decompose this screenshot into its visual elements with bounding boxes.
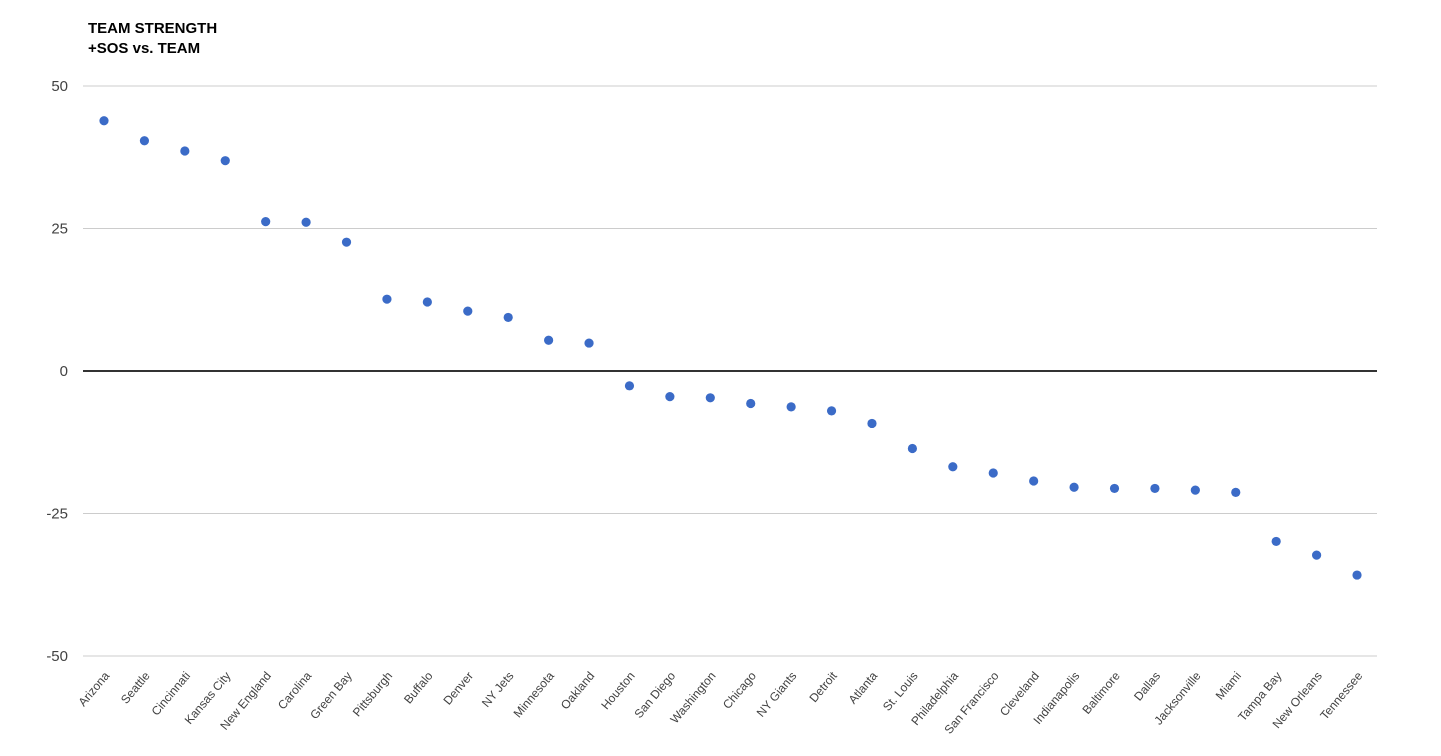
y-tick-label: 25 bbox=[51, 221, 68, 238]
x-axis-team-label: Miami bbox=[1213, 669, 1244, 703]
x-axis-team-label: NY Jets bbox=[479, 669, 517, 710]
data-point[interactable] bbox=[1352, 570, 1362, 580]
x-axis-team-label: Oakland bbox=[558, 669, 597, 712]
data-point[interactable] bbox=[705, 393, 715, 403]
x-axis-team-label: St. Louis bbox=[880, 669, 921, 714]
data-point[interactable] bbox=[341, 237, 352, 247]
data-point[interactable] bbox=[907, 443, 918, 454]
data-point[interactable] bbox=[99, 116, 109, 126]
y-tick-label: -50 bbox=[46, 648, 68, 665]
y-tick-label: 50 bbox=[51, 78, 68, 95]
y-tick-label: 0 bbox=[60, 363, 68, 380]
x-axis-team-label: Detroit bbox=[806, 668, 840, 705]
x-axis-team-label: Buffalo bbox=[401, 669, 436, 707]
data-point[interactable] bbox=[422, 297, 432, 307]
data-point[interactable] bbox=[867, 418, 877, 429]
data-point[interactable] bbox=[1190, 485, 1200, 495]
data-point[interactable] bbox=[301, 217, 311, 227]
data-point[interactable] bbox=[1029, 476, 1039, 486]
data-point[interactable] bbox=[624, 381, 635, 391]
data-point[interactable] bbox=[139, 136, 150, 146]
data-point[interactable] bbox=[180, 146, 190, 156]
x-axis-team-label: Minnesota bbox=[511, 669, 558, 721]
x-axis-team-label: Houston bbox=[598, 669, 637, 712]
x-axis-team-label: NY Giants bbox=[754, 669, 800, 720]
data-point[interactable] bbox=[948, 462, 958, 472]
data-point[interactable] bbox=[1271, 536, 1281, 547]
data-point[interactable] bbox=[1069, 482, 1079, 492]
data-point[interactable] bbox=[503, 312, 513, 323]
x-axis-team-label: Pittsburgh bbox=[350, 669, 395, 719]
data-point[interactable] bbox=[1109, 483, 1120, 494]
data-point[interactable] bbox=[988, 468, 998, 478]
data-point[interactable] bbox=[786, 402, 796, 412]
x-axis-team-label: Atlanta bbox=[846, 669, 881, 707]
data-point[interactable] bbox=[1150, 483, 1160, 494]
data-point[interactable] bbox=[382, 294, 392, 304]
data-point[interactable] bbox=[1312, 550, 1322, 560]
data-point[interactable] bbox=[665, 392, 675, 402]
chart-title-line1: TEAM STRENGTH bbox=[88, 20, 218, 37]
y-tick-label: -25 bbox=[46, 506, 68, 523]
x-axis-team-label: Chicago bbox=[720, 669, 759, 712]
data-point[interactable] bbox=[463, 306, 473, 316]
x-axis-team-label: Carolina bbox=[275, 669, 315, 712]
data-point[interactable] bbox=[261, 217, 271, 227]
x-axis-team-label: Baltimore bbox=[1079, 669, 1123, 717]
data-point[interactable] bbox=[584, 338, 594, 348]
data-point[interactable] bbox=[1231, 487, 1241, 498]
x-axis-team-label: Dallas bbox=[1131, 669, 1163, 704]
data-point[interactable] bbox=[826, 406, 837, 416]
chart-title: TEAM STRENGTH +SOS vs. TEAM bbox=[88, 19, 217, 59]
data-point[interactable] bbox=[220, 156, 230, 166]
x-axis-team-label: Seattle bbox=[118, 669, 153, 707]
chart-title-line2: +SOS vs. TEAM bbox=[88, 40, 201, 57]
x-axis-team-label: Denver bbox=[440, 669, 476, 708]
data-point[interactable] bbox=[544, 335, 554, 345]
data-point[interactable] bbox=[746, 398, 756, 409]
x-axis-team-label: Arizona bbox=[75, 669, 112, 709]
x-axis-team-label: Tennessee bbox=[1317, 669, 1365, 723]
x-axis-team-label: Green Bay bbox=[307, 669, 355, 722]
